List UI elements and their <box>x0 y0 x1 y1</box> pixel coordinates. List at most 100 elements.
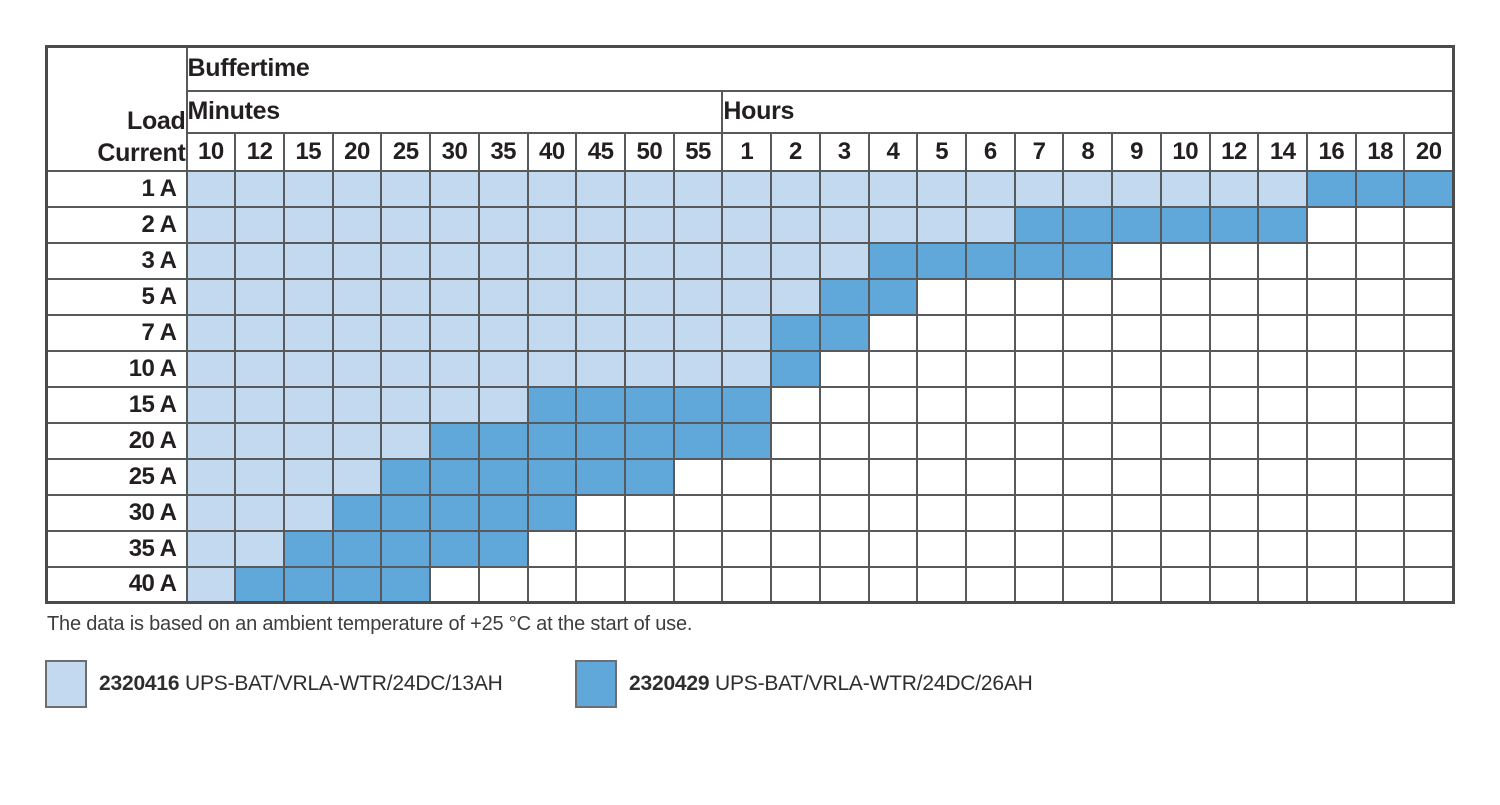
buffer-cell <box>477 169 529 208</box>
buffer-cell <box>916 493 967 532</box>
buffer-cell <box>1111 385 1162 424</box>
col-header-min-40: 40 <box>526 131 578 172</box>
buffer-cell <box>672 529 724 568</box>
load-row-2A: 2 A <box>45 205 1455 244</box>
buffer-cell <box>526 493 578 532</box>
buffer-cell <box>867 529 919 568</box>
buffer-cell <box>916 421 967 460</box>
load-row-15A: 15 A <box>45 385 1455 424</box>
buffer-cell <box>526 529 578 568</box>
col-header-hr-14: 14 <box>1257 131 1309 172</box>
buffer-cell <box>575 313 626 352</box>
buffer-cell <box>1354 565 1406 604</box>
buffer-cell <box>1159 421 1211 460</box>
row-label: 35 A <box>45 529 188 568</box>
load-row-1A: 1 A <box>45 169 1455 208</box>
buffer-cell <box>623 241 675 280</box>
buffer-cell <box>1208 385 1260 424</box>
buffer-cell <box>429 565 480 604</box>
buffer-cell <box>721 529 773 568</box>
buffer-cell <box>380 565 432 604</box>
buffer-cell <box>429 349 480 388</box>
row-label: 2 A <box>45 205 188 244</box>
load-row-25A: 25 A <box>45 457 1455 496</box>
buffer-cell <box>429 277 480 316</box>
buffer-cell <box>1354 349 1406 388</box>
buffer-cell <box>818 385 870 424</box>
buffer-cell <box>282 313 334 352</box>
header-row-units: Minutes Hours <box>47 89 1455 134</box>
buffer-cell <box>526 313 578 352</box>
buffer-cell <box>672 169 724 208</box>
col-header-min-30: 30 <box>429 131 480 172</box>
buffertime-header: Buffertime <box>185 45 1455 92</box>
buffer-cell <box>477 565 529 604</box>
buffer-cell <box>526 565 578 604</box>
buffer-cell <box>185 493 237 532</box>
buffer-cell <box>965 493 1016 532</box>
buffer-cell <box>1111 169 1162 208</box>
buffer-cell <box>234 169 285 208</box>
buffer-cell <box>1159 349 1211 388</box>
buffer-cell <box>867 205 919 244</box>
buffer-cell <box>477 493 529 532</box>
col-header-hr-9: 9 <box>1111 131 1162 172</box>
buffer-cell <box>1062 421 1114 460</box>
buffer-cell <box>331 529 383 568</box>
buffer-cell <box>1208 529 1260 568</box>
buffer-cell <box>672 313 724 352</box>
buffer-cell <box>380 385 432 424</box>
col-header-hr-10: 10 <box>1159 131 1211 172</box>
buffer-cell <box>331 349 383 388</box>
buffer-cell <box>672 565 724 604</box>
buffer-cell <box>1257 457 1309 496</box>
buffer-cell <box>1062 205 1114 244</box>
buffer-cell <box>770 421 821 460</box>
col-header-min-50: 50 <box>623 131 675 172</box>
buffer-cell <box>916 241 967 280</box>
buffer-cell <box>1159 277 1211 316</box>
buffer-cell <box>526 385 578 424</box>
buffer-cell <box>380 529 432 568</box>
buffer-cell <box>1159 493 1211 532</box>
buffer-cell <box>916 349 967 388</box>
buffer-cell <box>1062 241 1114 280</box>
buffer-cell <box>916 169 967 208</box>
buffer-cell <box>672 349 724 388</box>
buffer-cell <box>1403 493 1455 532</box>
buffer-cell <box>1013 529 1065 568</box>
buffer-cell <box>1208 349 1260 388</box>
buffer-cell <box>1403 169 1455 208</box>
hours-header: Hours <box>721 89 1455 134</box>
buffer-cell <box>1013 169 1065 208</box>
buffer-cell <box>818 457 870 496</box>
buffer-cell <box>185 565 237 604</box>
buffer-cell <box>965 457 1016 496</box>
buffer-cell <box>282 493 334 532</box>
buffer-cell <box>1208 277 1260 316</box>
buffer-cell <box>1403 349 1455 388</box>
buffer-cell <box>477 313 529 352</box>
buffer-cell <box>965 421 1016 460</box>
buffer-cell <box>818 529 870 568</box>
buffer-cell <box>1306 277 1357 316</box>
buffer-cell <box>916 277 967 316</box>
buffer-cell <box>282 457 334 496</box>
buffer-cell <box>380 421 432 460</box>
col-header-hr-1: 1 <box>721 131 773 172</box>
buffer-cell <box>818 169 870 208</box>
buffer-cell <box>1403 277 1455 316</box>
buffer-cell <box>965 385 1016 424</box>
col-header-hr-7: 7 <box>1013 131 1065 172</box>
buffer-cell <box>234 529 285 568</box>
buffer-cell <box>770 493 821 532</box>
buffer-cell <box>1111 241 1162 280</box>
buffer-cell <box>234 205 285 244</box>
buffer-cell <box>818 241 870 280</box>
col-header-hr-12: 12 <box>1208 131 1260 172</box>
buffer-cell <box>185 529 237 568</box>
buffer-cell <box>1013 493 1065 532</box>
buffer-cell <box>1208 241 1260 280</box>
buffer-cell <box>380 313 432 352</box>
buffer-cell <box>1062 385 1114 424</box>
